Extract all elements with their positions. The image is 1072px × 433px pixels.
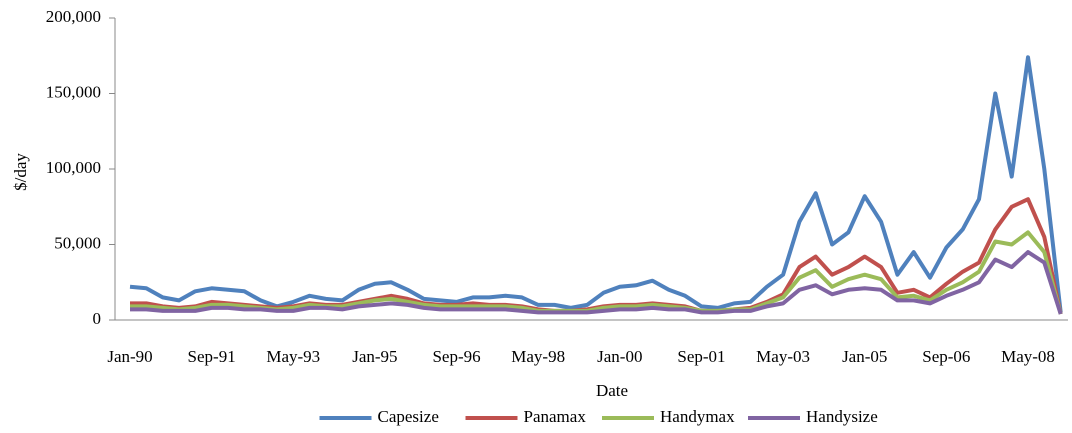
y-tick-label: 150,000 <box>46 82 101 101</box>
x-tick-label: Sep-06 <box>922 347 970 366</box>
x-tick-label: Jan-95 <box>352 347 397 366</box>
y-tick-label: 100,000 <box>46 158 101 177</box>
x-tick-label: Jan-90 <box>107 347 152 366</box>
y-axis-label: $/day <box>11 153 30 191</box>
legend-label: Handymax <box>660 407 735 426</box>
x-tick-label: May-98 <box>511 347 565 366</box>
x-tick-label: May-08 <box>1001 347 1055 366</box>
series-line <box>129 55 1063 313</box>
x-tick-label: Jan-00 <box>597 347 642 366</box>
x-tick-label: Jan-05 <box>842 347 887 366</box>
x-tick-label: Sep-01 <box>677 347 725 366</box>
series-line <box>130 230 1063 315</box>
series-line <box>130 250 1063 315</box>
x-tick-label: May-03 <box>756 347 810 366</box>
y-tick-label: 0 <box>93 309 102 328</box>
x-axis-label: Date <box>596 381 628 400</box>
legend-label: Panamax <box>524 407 587 426</box>
legend-label: Capesize <box>378 407 439 426</box>
x-tick-label: May-93 <box>266 347 320 366</box>
x-tick-label: Sep-91 <box>188 347 236 366</box>
x-tick-label: Sep-96 <box>432 347 480 366</box>
y-tick-label: 50,000 <box>54 233 101 252</box>
legend-label: Handysize <box>806 407 878 426</box>
y-tick-label: 200,000 <box>46 7 101 26</box>
